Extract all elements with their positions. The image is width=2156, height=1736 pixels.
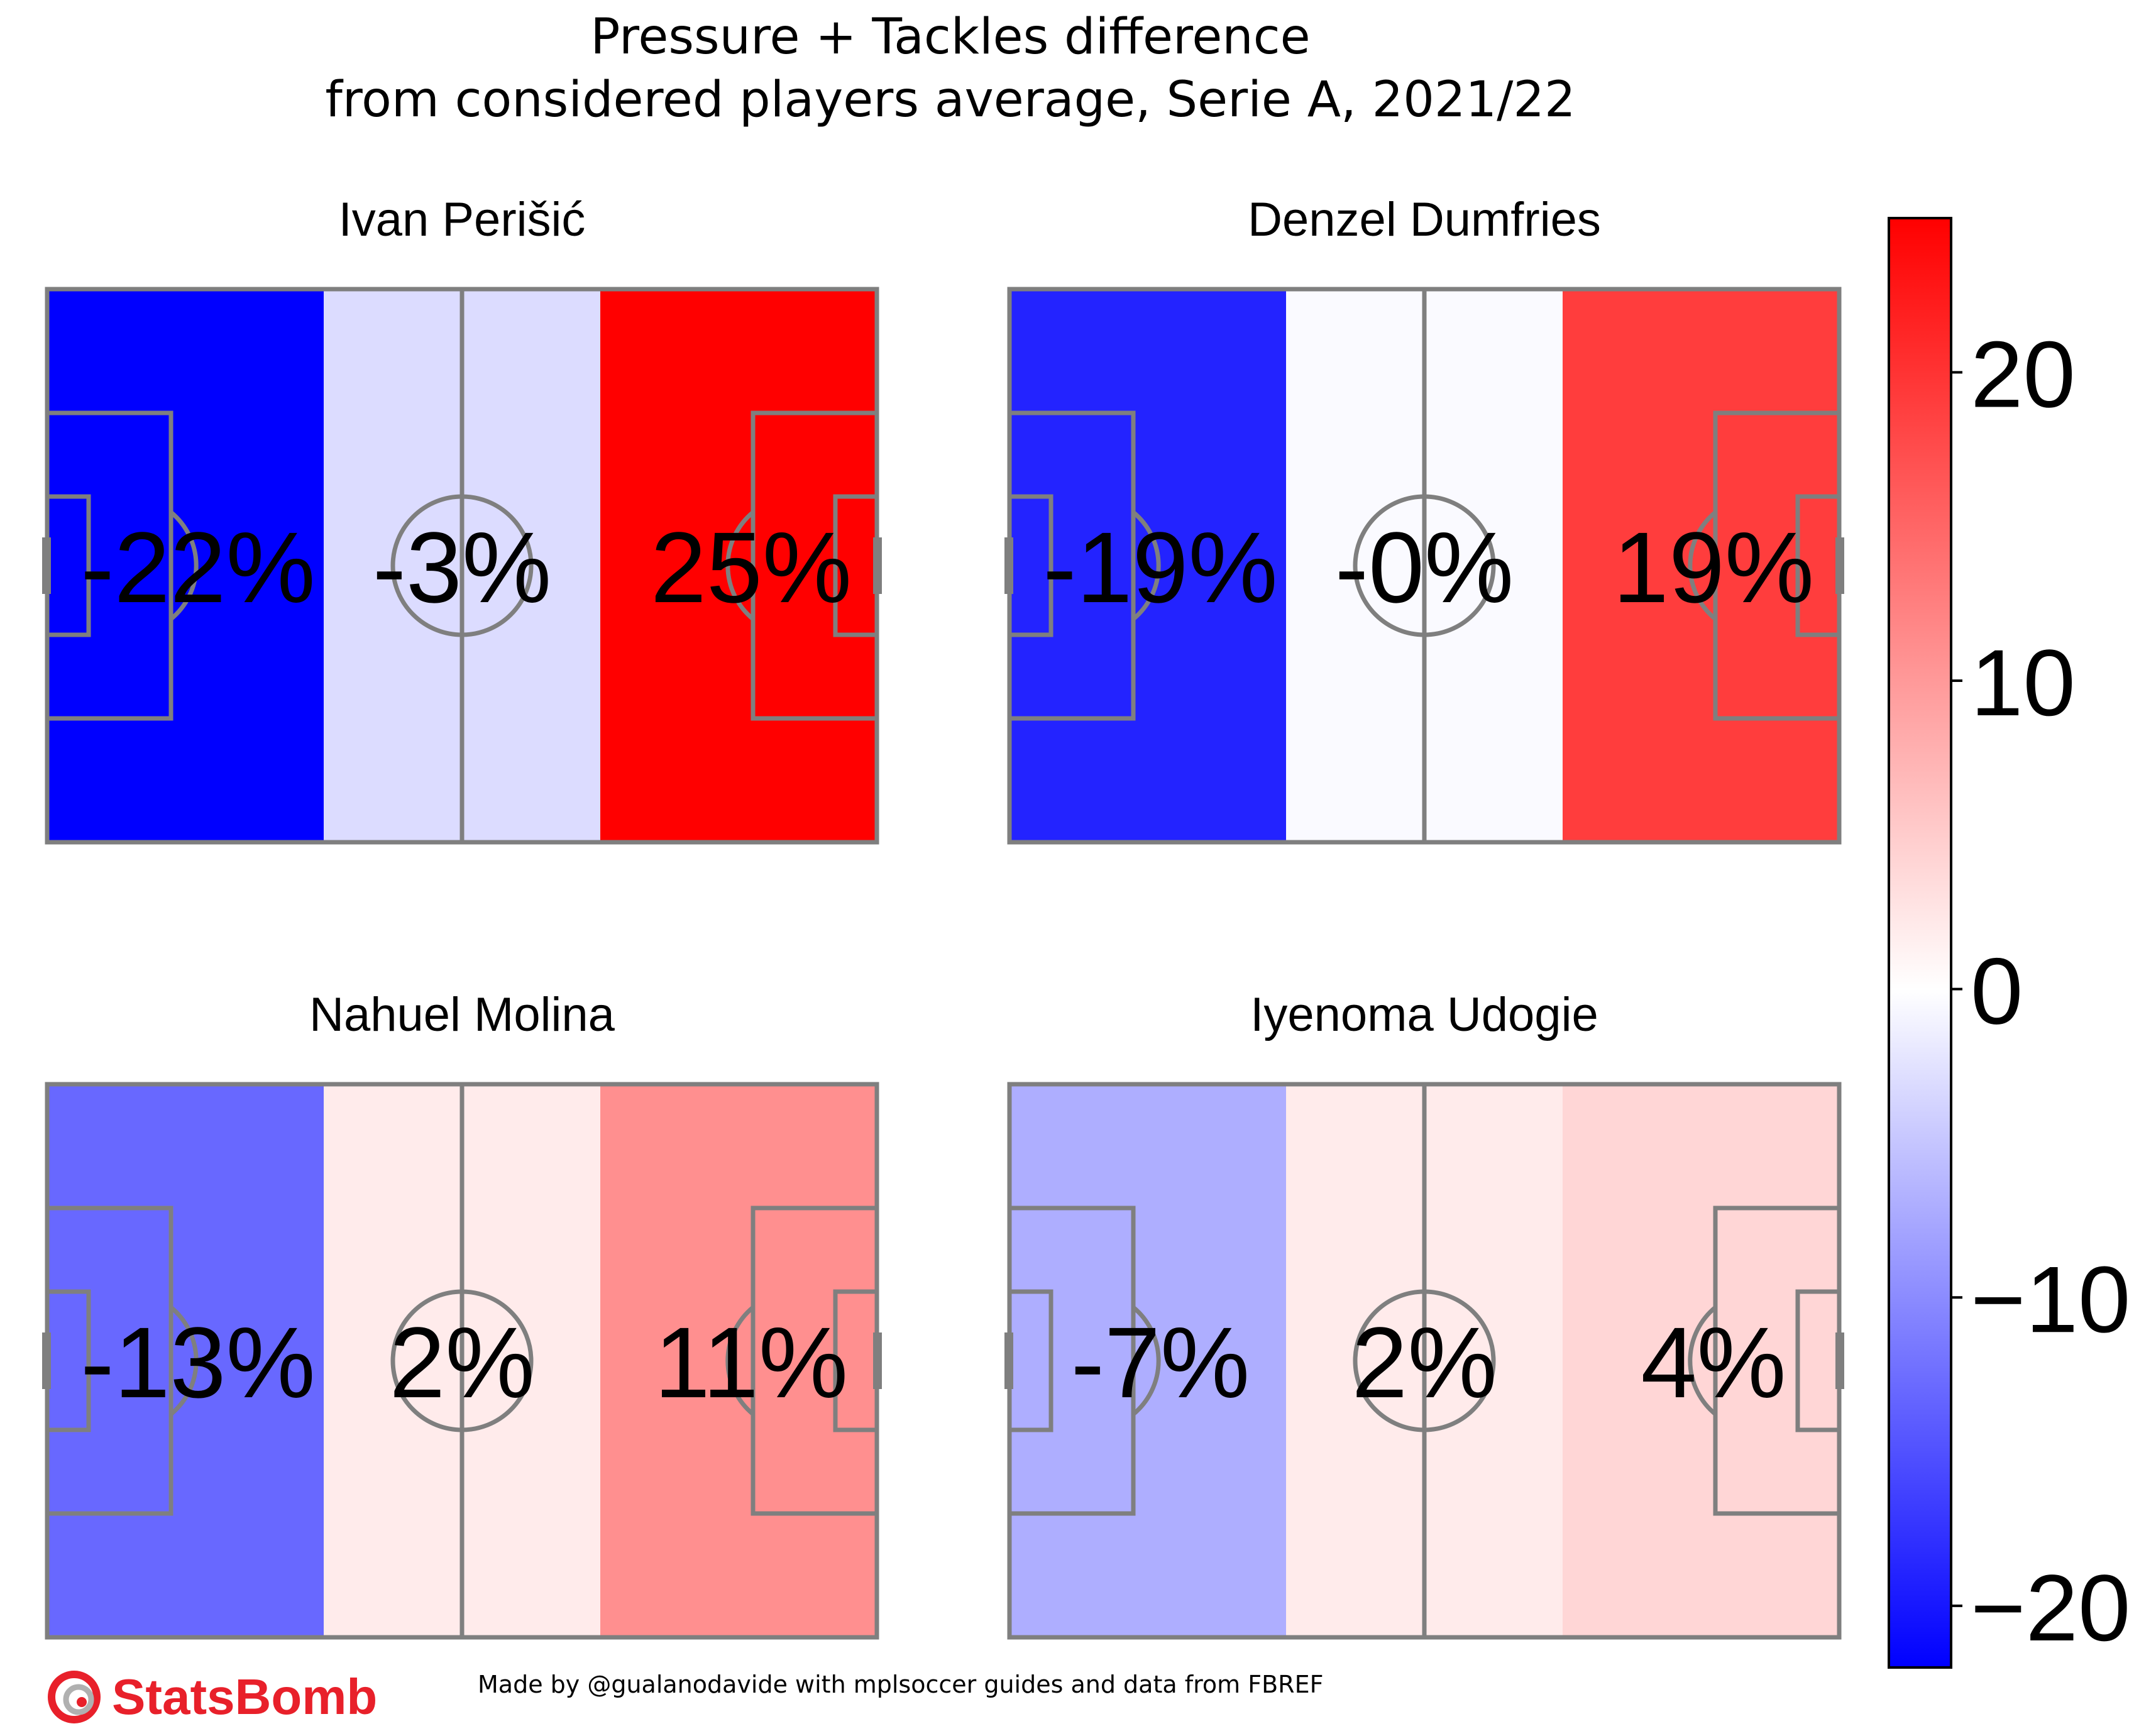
heat-zone bbox=[47, 1084, 324, 1637]
colorbar-tick-label: 10 bbox=[1971, 630, 2076, 735]
goal-right bbox=[873, 537, 882, 594]
goal-left bbox=[42, 537, 51, 594]
goal-right bbox=[1835, 1332, 1844, 1389]
penalty-arc-right bbox=[725, 510, 755, 621]
center-circle bbox=[390, 1289, 534, 1432]
zone-value-label: -13% bbox=[80, 1306, 316, 1419]
zone-value-label: 11% bbox=[654, 1306, 848, 1419]
zone-value-label: -7% bbox=[1071, 1306, 1250, 1419]
zone-value-label: -22% bbox=[80, 511, 316, 624]
panel-title: Denzel Dumfries bbox=[1248, 193, 1601, 246]
pitch-panel: Denzel Dumfries -19% -0% 19% bbox=[1004, 193, 1844, 845]
colorbar: 20 10 0 −10 −20 bbox=[1888, 217, 2130, 1669]
center-circle bbox=[1353, 1289, 1496, 1432]
heat-zone bbox=[1009, 1084, 1287, 1637]
heat-zone bbox=[600, 1084, 877, 1637]
colorbar-tick-label: 20 bbox=[1971, 321, 2076, 427]
penalty-arc-right bbox=[725, 1305, 755, 1416]
statsbomb-logo-inner-ring bbox=[63, 1684, 94, 1715]
goal-left bbox=[42, 1332, 51, 1389]
center-circle bbox=[390, 494, 534, 637]
goal-left bbox=[1004, 1332, 1013, 1389]
goal-right bbox=[1835, 537, 1844, 594]
footer-note: Made by @gualanodavide with mplsoccer gu… bbox=[478, 1671, 1323, 1698]
heat-zone bbox=[47, 289, 324, 842]
zone-value-label: 2% bbox=[1351, 1306, 1497, 1419]
goal-left bbox=[1004, 537, 1013, 594]
pitch-panels: Ivan Perišić -22% -3% 25% Denzel Dumfries -19… bbox=[42, 193, 1844, 1640]
center-circle bbox=[1353, 494, 1496, 637]
penalty-arc-left bbox=[1131, 510, 1161, 621]
penalty-arc-right bbox=[1688, 510, 1717, 621]
heat-zone bbox=[1009, 289, 1287, 842]
statsbomb-logo: StatsBomb bbox=[48, 1669, 377, 1725]
zone-value-label: -3% bbox=[373, 511, 552, 624]
statsbomb-logo-ring bbox=[48, 1671, 101, 1723]
zone-value-label: -0% bbox=[1335, 511, 1514, 624]
colorbar-tick-label: −20 bbox=[1971, 1555, 2130, 1661]
zone-value-label: 2% bbox=[389, 1306, 534, 1419]
heat-zone bbox=[1563, 1084, 1840, 1637]
zone-value-label: -19% bbox=[1043, 511, 1278, 624]
goal-right bbox=[873, 1332, 882, 1389]
penalty-arc-left bbox=[169, 510, 199, 621]
pitch-panel: Iyenoma Udogie -7% 2% 4% bbox=[1004, 988, 1844, 1640]
panel-title: Iyenoma Udogie bbox=[1250, 988, 1598, 1041]
statsbomb-logo-dot bbox=[77, 1697, 87, 1707]
penalty-arc-left bbox=[169, 1305, 199, 1416]
heat-zone bbox=[600, 289, 877, 842]
zone-value-label: 19% bbox=[1613, 511, 1814, 624]
penalty-arc-right bbox=[1688, 1305, 1717, 1416]
chart-title-line1: Pressure + Tackles difference bbox=[590, 9, 1310, 65]
colorbar-tick-label: −10 bbox=[1971, 1246, 2130, 1352]
colorbar-tick-label: 0 bbox=[1971, 938, 2023, 1044]
colorbar-gradient bbox=[1888, 217, 1952, 1669]
panel-title: Ivan Perišić bbox=[339, 193, 586, 246]
penalty-arc-left bbox=[1131, 1305, 1161, 1416]
pitch-panel: Ivan Perišić -22% -3% 25% bbox=[42, 193, 882, 845]
chart-title-line2: from considered players average, Serie A… bbox=[325, 72, 1575, 128]
statsbomb-logo-text: StatsBomb bbox=[112, 1669, 377, 1725]
zone-value-label: 25% bbox=[651, 511, 852, 624]
zone-value-label: 4% bbox=[1641, 1306, 1786, 1419]
heat-zone bbox=[1563, 289, 1840, 842]
panel-title: Nahuel Molina bbox=[309, 988, 615, 1041]
pitch-panel: Nahuel Molina -13% 2% 11% bbox=[42, 988, 882, 1640]
